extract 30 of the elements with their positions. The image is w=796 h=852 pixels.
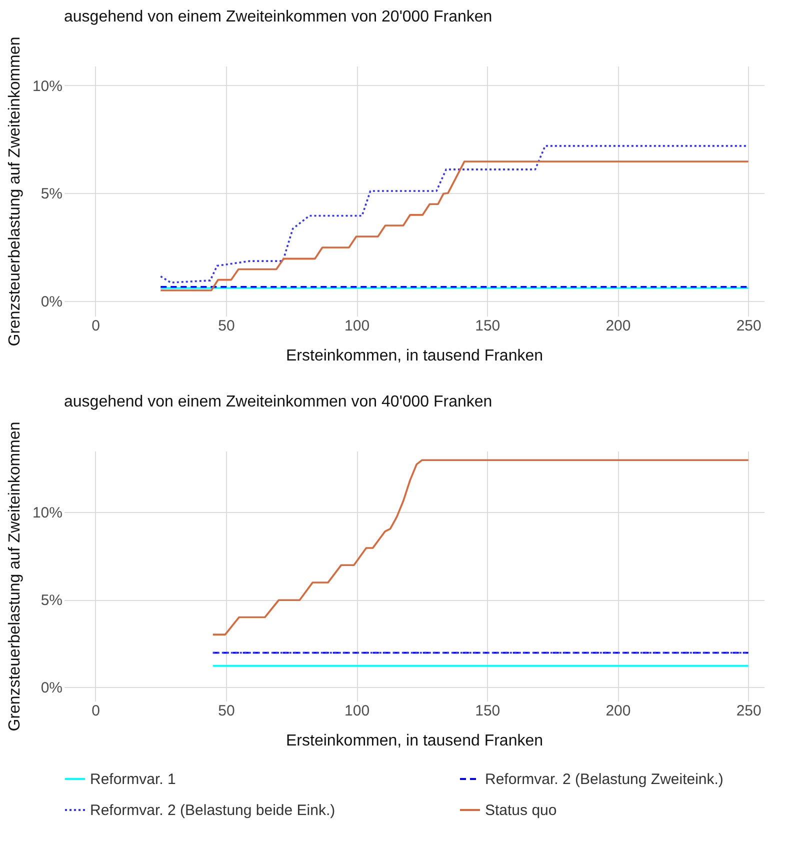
chart-title: ausgehend von einem Zweiteinkommen von 40'000 Franken: [64, 393, 492, 410]
x-tick-label: 200: [606, 702, 631, 720]
line-series: [212, 459, 750, 636]
y-tick-label: 0%: [40, 293, 62, 310]
y-tick-label: 10%: [32, 78, 62, 95]
legend-label: Reformvar. 2 (Belastung beide Eink.): [90, 802, 336, 819]
y-axis-title: Grenzsteuerbelastung auf Zweiteinkommen: [6, 36, 24, 346]
x-tick-label: 50: [218, 702, 235, 720]
x-tick-label: 0: [92, 318, 100, 334]
x-tick-label: 250: [736, 318, 762, 334]
y-tick-label: 10%: [32, 504, 62, 522]
x-axis-title: Ersteinkommen, in tausend Franken: [286, 348, 544, 364]
chart-title: ausgehend von einem Zweiteinkommen von 20'000 Franken: [64, 8, 492, 26]
legend-label: Reformvar. 2 (Belastung Zweiteink.): [485, 771, 724, 788]
x-tick-label: 150: [475, 702, 500, 720]
y-axis-title: Grenzsteuerbelastung auf Zweiteinkommen: [6, 422, 24, 732]
x-tick-label: 0: [92, 702, 100, 720]
y-tick-label: 0%: [40, 680, 62, 697]
y-tick-label: 5%: [40, 592, 62, 610]
x-tick-label: 200: [606, 318, 631, 334]
x-tick-label: 250: [736, 702, 762, 720]
x-tick-label: 100: [344, 318, 370, 334]
legend-label: Reformvar. 1: [90, 771, 176, 788]
x-tick-label: 100: [344, 702, 370, 720]
x-axis-title: Ersteinkommen, in tausend Franken: [286, 732, 544, 750]
x-tick-label: 150: [475, 318, 500, 334]
x-tick-label: 50: [218, 318, 235, 334]
legend-label: Status quo: [485, 802, 557, 819]
line-series: [160, 160, 750, 292]
y-tick-label: 5%: [40, 186, 62, 203]
